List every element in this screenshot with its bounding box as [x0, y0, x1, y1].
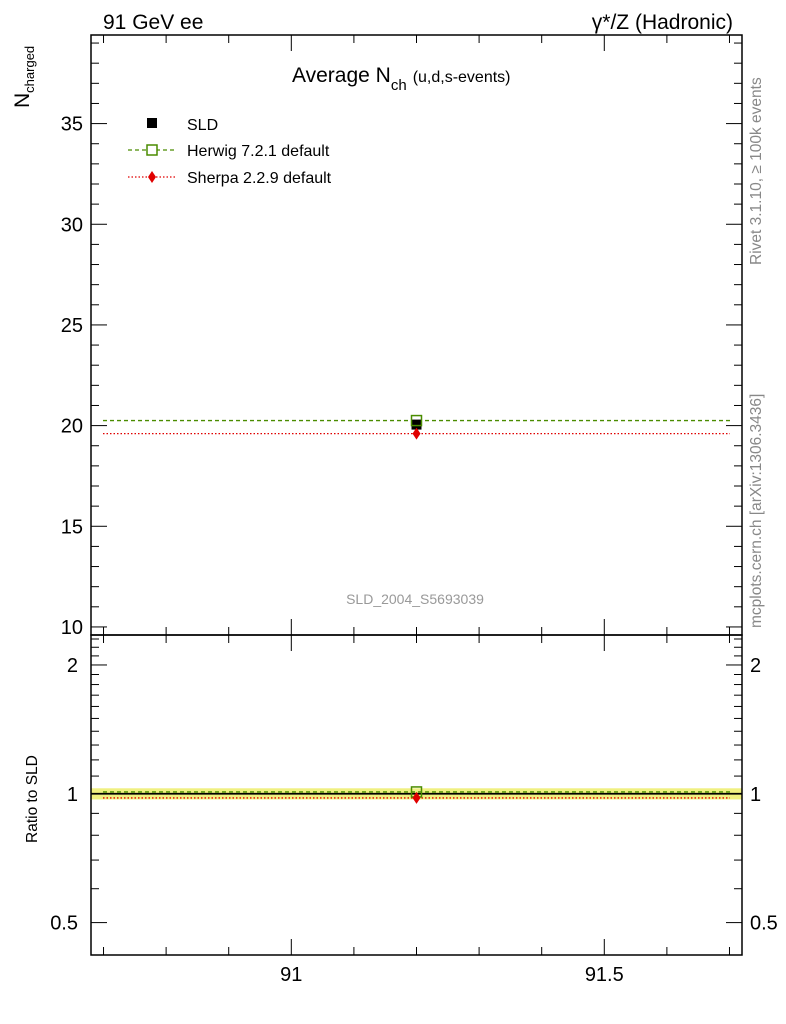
main-point-sld: [411, 419, 422, 430]
ratio-plot: 0.5 0.5 1 1 2 2 91 91.5: [50, 634, 778, 986]
legend-sld-label: SLD: [187, 117, 218, 134]
ratio-y-axis-label: Ratio to SLD: [24, 755, 41, 843]
mcplots-label: mcplots.cern.ch [arXiv:1306.3436]: [748, 394, 765, 628]
main-y-axis-label: Ncharged: [11, 46, 37, 108]
main-plot-tick-labels: 10 15 20 25 30 35: [61, 114, 83, 639]
main-chart-title: Average Nch (u,d,s-events): [292, 64, 511, 94]
legend-sld-marker: [147, 118, 157, 128]
main-point-sherpa: [412, 427, 421, 440]
ratio-plot-series: [91, 786, 742, 804]
x-tick-label: 91: [280, 964, 302, 986]
ratio-y-tick-label-right: 2: [750, 655, 761, 677]
main-point-herwig: [410, 414, 423, 427]
ratio-plot-tick-labels: 0.5 0.5 1 1 2 2 91 91.5: [50, 655, 778, 986]
ratio-y-tick-label-right: 1: [750, 784, 761, 806]
main-y-tick-label: 15: [61, 516, 83, 538]
ratio-y-tick-label-right: 0.5: [750, 913, 778, 935]
ratio-y-tick-label-left: 2: [67, 655, 78, 677]
main-y-tick-label: 35: [61, 114, 83, 136]
x-tick-label: 91.5: [585, 964, 624, 986]
analysis-id-watermark: SLD_2004_S5693039: [346, 591, 484, 607]
main-plot: 10 15 20 25 30 35: [61, 34, 743, 639]
ratio-y-tick-label-left: 0.5: [50, 913, 78, 935]
rivet-version-label: Rivet 3.1.10, ≥ 100k events: [748, 77, 765, 265]
ratio-point-sherpa: [412, 791, 421, 804]
main-plot-ticks: [91, 35, 742, 635]
header-right-label: γ*/Z (Hadronic): [592, 11, 733, 34]
legend-herwig-marker: [146, 144, 158, 156]
legend-sherpa-marker: [148, 171, 156, 183]
main-y-tick-label: 25: [61, 315, 83, 337]
main-y-tick-label: 10: [61, 617, 83, 639]
ratio-plot-ticks: [91, 635, 742, 955]
ratio-y-tick-label-left: 1: [67, 784, 78, 806]
legend-herwig-label: Herwig 7.2.1 default: [187, 143, 330, 160]
main-y-tick-label: 20: [61, 416, 83, 438]
legend-sherpa-label: Sherpa 2.2.9 default: [187, 170, 332, 187]
legend: SLD Herwig 7.2.1 default Sherpa 2.2.9 de…: [128, 117, 332, 187]
main-plot-series: [103, 414, 730, 440]
main-y-tick-label: 30: [61, 214, 83, 236]
header-left-label: 91 GeV ee: [103, 11, 203, 34]
